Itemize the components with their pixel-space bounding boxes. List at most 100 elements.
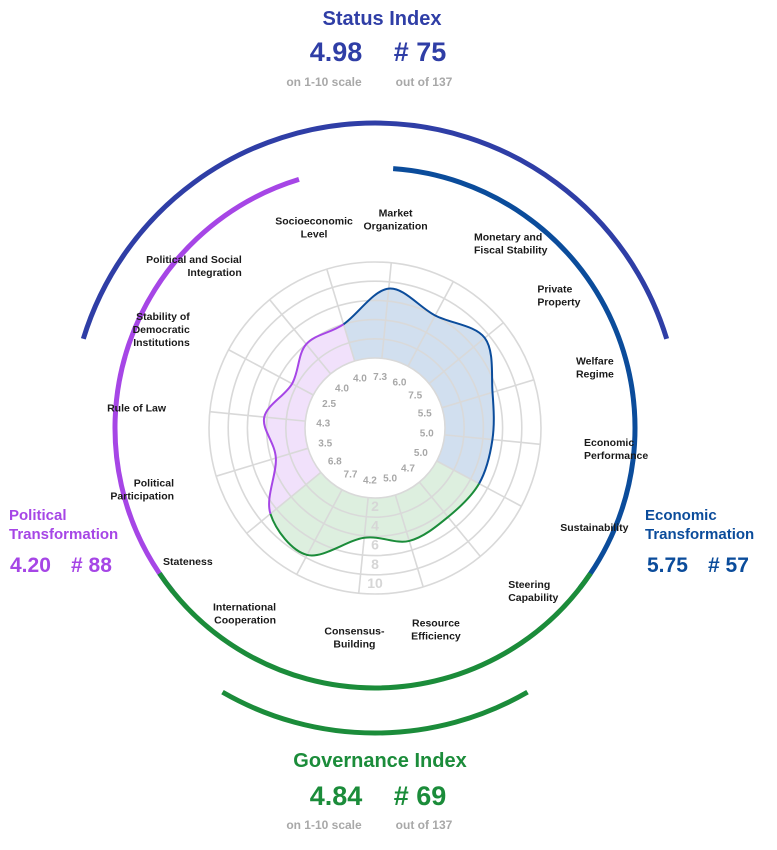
economic-outline [342,287,495,485]
political-transformation-title-line2: Transformation [9,526,118,543]
category-label-line: Stability of [136,311,190,323]
grid-spoke [407,281,454,367]
grid-ring [284,337,465,518]
category-label-line: Monetary and [474,231,542,243]
value-label: 4.2 [363,475,377,486]
category-label: Political Participation [110,477,174,502]
category-label-line: Welfare [576,356,614,368]
category-label: Political and Social Integration [146,254,242,279]
value-label: 4.7 [401,464,415,475]
category-label: Welfare Regime [576,356,614,381]
category-label-line: Sustainability [560,522,628,534]
value-label: 5.0 [383,473,397,484]
area-fills [263,288,494,556]
governance-index-rank: # 69 [394,781,447,811]
category-label-line: Steering [508,579,550,591]
category-label: Stateness [163,556,213,568]
grid-spoke [326,268,356,362]
governance-outline [269,483,480,557]
grid-ring [265,318,485,538]
scale-label: 4 [371,517,379,533]
economic-transformation-rank: # 57 [708,554,749,577]
category-label-line: Efficiency [411,630,461,642]
category-label-line: Political and Social [146,254,242,266]
economic-transformation-score: 5.75 [647,554,688,577]
status-index-arc [80,120,670,340]
category-label: Resource Efficiency [411,617,461,642]
value-label: 4.0 [335,383,349,394]
political-transformation-arc [112,176,300,594]
governance-arc-inner [157,571,593,691]
status-index-rank-caption: out of 137 [396,75,453,89]
grid-spoke [418,481,481,557]
value-label: 6.0 [393,378,407,389]
political-transformation-score: 4.20 [10,554,51,577]
series-outlines [262,287,495,557]
grid-spoke [269,299,332,375]
grid-ring [208,261,542,595]
category-label-line: Rule of Law [107,402,167,414]
category-label-line: Fiscal Stability [474,244,548,256]
grid-spoke [381,262,393,359]
group-arcs [80,120,670,736]
category-label-line: Socioeconomic [275,216,353,228]
economic-area-fill [343,288,494,484]
grid-spoke [296,489,343,575]
category-label: Rule of Law [107,402,167,414]
governance-index-arc [221,689,529,736]
grid-spoke [357,497,369,594]
grid-spoke [441,379,535,409]
value-labels: 7.3 6.07.5 5.5 5.0 5.0 4.7 5.0 4.2 7.76.8 3.5 4.3 2… [316,372,434,487]
category-label-line: Building [333,638,375,650]
category-label-line: International [213,602,276,614]
political-transformation-rank: # 88 [71,554,112,577]
scale-labels: 2 4 6 8 10 [367,498,383,591]
scale-label: 10 [367,575,383,591]
value-label: 7.7 [344,469,358,480]
value-label: 4.0 [353,374,367,385]
category-label-line: Property [537,296,580,308]
category-label: Steering Capability [508,579,558,604]
category-label-line: Consensus- [324,625,385,637]
grid-spoke [428,322,504,385]
value-label: 3.5 [318,439,332,450]
category-label-line: Cooperation [214,615,276,627]
economic-transformation-arc [392,166,638,590]
category-label: Market Organization [363,208,427,233]
grid-ring [227,280,523,576]
category-label-line: Political [134,477,174,489]
political-area-fill [263,324,355,514]
value-label: 6.8 [328,456,342,467]
status-index-rank: # 75 [394,37,447,67]
grid-ring [304,357,446,499]
category-label-line: Economic [584,437,634,449]
value-label: 4.3 [316,418,330,429]
category-label-line: Performance [584,450,648,462]
category-labels: Market Organization Monetary and Fiscal Sta… [107,208,648,651]
category-label: International Cooperation [213,602,276,627]
category-label: Sustainability [560,522,628,534]
grid-spoke [246,471,322,534]
scale-label: 8 [371,556,379,572]
value-label: 5.0 [414,448,428,459]
status-index-score-caption: on 1-10 scale [286,75,362,89]
category-label-line: Resource [412,617,460,629]
governance-index-score-caption: on 1-10 scale [286,818,362,832]
economic-transformation-title-line1: Economic [645,507,717,524]
grid-spoke [215,447,309,477]
value-label: 5.5 [418,408,432,419]
economic-transformation-title-line2: Transformation [645,526,754,543]
grid-ring [246,299,504,557]
political-outline [262,323,345,515]
category-label-line: Institutions [133,337,190,349]
category-label-line: Regime [576,369,614,381]
political-transformation-title-line1: Political [9,507,67,524]
category-label: Stability of Democratic Institutions [133,311,191,349]
category-label: Consensus-Building [324,625,385,650]
category-label: Socioeconomic Level [275,216,353,241]
category-label-line: Private [537,283,572,295]
category-label-line: Organization [363,221,427,233]
value-label: 7.3 [373,372,387,383]
